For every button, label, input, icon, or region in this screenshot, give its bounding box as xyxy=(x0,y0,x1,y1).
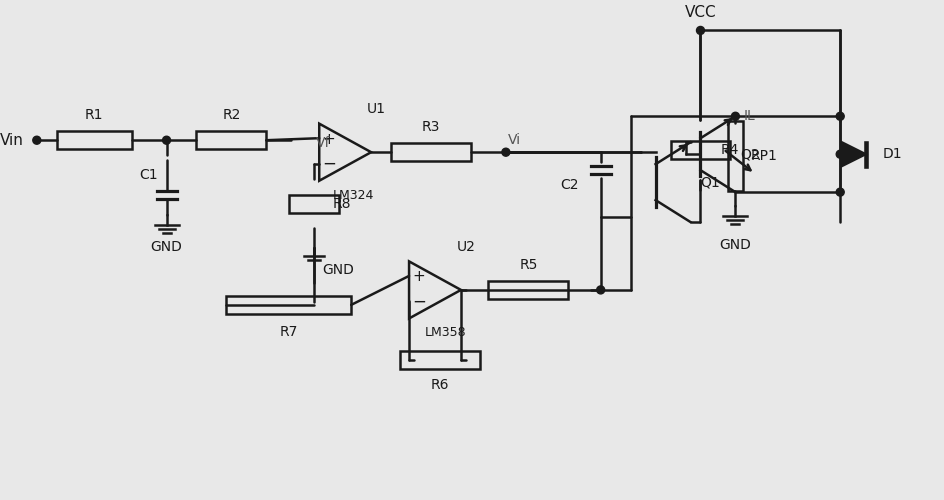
Bar xyxy=(670,141,730,159)
Text: VCC: VCC xyxy=(684,6,716,20)
Bar xyxy=(391,143,470,161)
Text: −: − xyxy=(322,154,336,172)
Text: Vi: Vi xyxy=(507,133,520,147)
Circle shape xyxy=(731,112,738,120)
Text: R5: R5 xyxy=(518,258,537,272)
Text: IL: IL xyxy=(743,110,754,124)
Bar xyxy=(399,351,480,369)
Text: −: − xyxy=(412,292,426,310)
Bar xyxy=(227,296,351,314)
Text: RP1: RP1 xyxy=(750,149,776,163)
Text: C2: C2 xyxy=(560,178,578,192)
Text: R3: R3 xyxy=(421,120,440,134)
Text: +: + xyxy=(323,132,335,146)
Circle shape xyxy=(501,148,510,156)
Bar xyxy=(57,131,131,149)
Polygon shape xyxy=(841,142,865,166)
Circle shape xyxy=(835,112,843,120)
Bar xyxy=(727,122,742,191)
Circle shape xyxy=(835,188,843,196)
Text: Q1: Q1 xyxy=(700,175,719,189)
Text: D1: D1 xyxy=(883,147,902,161)
Text: U1: U1 xyxy=(366,102,385,116)
Text: Vf: Vf xyxy=(316,136,330,149)
Circle shape xyxy=(162,136,170,144)
Circle shape xyxy=(835,150,843,158)
Text: R6: R6 xyxy=(430,378,448,392)
Text: C1: C1 xyxy=(139,168,158,182)
Text: Q2: Q2 xyxy=(739,147,759,161)
Bar xyxy=(289,194,339,212)
Text: R2: R2 xyxy=(222,108,241,122)
Text: GND: GND xyxy=(322,264,354,278)
Text: LM358: LM358 xyxy=(425,326,466,339)
Text: R4: R4 xyxy=(719,143,738,157)
Circle shape xyxy=(33,136,41,144)
Text: R1: R1 xyxy=(85,108,103,122)
Text: R8: R8 xyxy=(332,196,350,210)
Bar xyxy=(488,281,567,299)
Text: Vin: Vin xyxy=(0,132,24,148)
Text: U2: U2 xyxy=(456,240,475,254)
Text: R7: R7 xyxy=(279,325,297,339)
Text: GND: GND xyxy=(150,240,182,254)
Text: +: + xyxy=(413,270,425,284)
Circle shape xyxy=(596,286,604,294)
Text: LM324: LM324 xyxy=(332,188,374,202)
Bar xyxy=(196,131,266,149)
Text: GND: GND xyxy=(718,238,750,252)
Circle shape xyxy=(696,26,703,34)
